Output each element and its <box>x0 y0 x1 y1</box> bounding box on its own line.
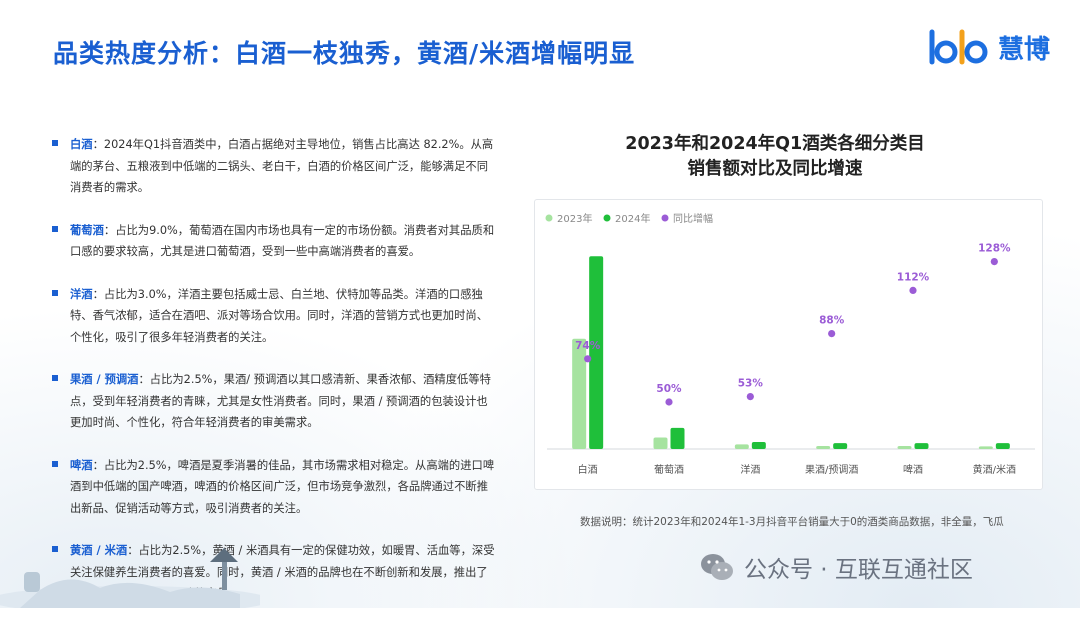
bullet-label: 啤酒 <box>70 458 93 472</box>
bullet-item: 果酒 / 预调酒：占比为2.5%，果酒/ 预调酒以其口感清新、果香浓郁、酒精度低… <box>52 369 498 434</box>
chart-title-line1: 2023年和2024年Q1酒类各细分类目 <box>625 134 925 154</box>
growth-label: 74% <box>575 340 601 352</box>
x-tick-label: 啤酒 <box>903 464 923 476</box>
growth-point <box>828 330 836 338</box>
legend-marker <box>545 214 553 222</box>
growth-point <box>665 398 673 406</box>
bar <box>995 443 1010 449</box>
bullet-item: 洋酒：占比为3.0%，洋酒主要包括威士忌、白兰地、伏特加等品类。洋酒的口感独特、… <box>52 284 498 349</box>
bar <box>751 441 766 449</box>
bar <box>589 256 604 449</box>
growth-point <box>909 286 917 294</box>
bullet-marker <box>52 460 58 467</box>
bar <box>816 445 831 449</box>
legend-marker <box>661 214 669 222</box>
legend-marker <box>603 214 611 222</box>
bullet-marker <box>52 225 58 232</box>
bar <box>734 444 749 449</box>
bullet-marker <box>52 289 58 296</box>
bullet-item: 白酒：2024年Q1抖音酒类中，白酒占据绝对主导地位，销售占比高达 82.2%。… <box>52 134 498 199</box>
bullet-marker <box>52 375 58 381</box>
x-tick-label: 白酒 <box>578 463 598 476</box>
chart-container: 2023年 2024年 同比增幅白酒 74% 葡萄酒 50% 洋酒 53% 果酒/预调酒 88% 啤… <box>534 199 1043 490</box>
growth-point <box>746 393 754 401</box>
bullet-label: 葡萄酒 <box>70 223 104 237</box>
wechat-text: 公众号 · 互联互通社区 <box>744 557 973 583</box>
growth-label: 50% <box>656 383 682 395</box>
page-title: 品类热度分析：白酒一枝独秀，黄酒/米酒增幅明显 <box>53 39 636 68</box>
legend-label: 2023年 <box>557 212 592 225</box>
bar <box>914 443 929 449</box>
logo-icon <box>929 29 988 65</box>
bullet-text: ：占比为3.0%，洋酒主要包括威士忌、白兰地、伏特加等品类。洋酒的口感独特、香气… <box>70 287 488 344</box>
chart-title: 2023年和2024年Q1酒类各细分类目 销售额对比及同比增速 <box>560 132 990 182</box>
bar <box>653 437 668 449</box>
growth-point <box>584 355 592 363</box>
bullet-label: 果酒 / 预调酒 <box>70 373 139 386</box>
growth-label: 128% <box>978 243 1011 255</box>
bullet-item: 葡萄酒：占比为9.0%，葡萄酒在国内市场也具有一定的市场份额。消费者对其品质和口… <box>52 220 498 263</box>
bullet-marker <box>52 546 58 552</box>
chart-title-line2: 销售额对比及同比增速 <box>687 159 863 179</box>
bullet-text: ：占比为2.5%，果酒/ 预调酒以其口感清新、果香浓郁、酒精度低等特点，受到年轻… <box>70 373 491 429</box>
wechat-watermark: 公众号 · 互联互通社区 <box>700 550 973 584</box>
bar <box>897 445 912 449</box>
pavilion-decoration <box>0 548 260 608</box>
x-tick-label: 黄酒/米酒 <box>973 463 1016 476</box>
bullet-marker <box>52 140 58 146</box>
x-tick-label: 洋酒 <box>740 463 760 476</box>
x-tick-label: 果酒/预调酒 <box>805 464 858 476</box>
legend-label: 同比增幅 <box>673 212 713 225</box>
bullet-label: 黄酒 / 米酒 <box>70 544 128 557</box>
footnote: 数据说明：统计2023年和2024年1-3月抖音平台销量大于0的酒类商品数据，非… <box>580 516 1004 528</box>
growth-label: 53% <box>738 378 764 390</box>
wechat-icon <box>701 554 733 580</box>
bullet-list: 白酒：2024年Q1抖音酒类中，白酒占据绝对主导地位，销售占比高达 82.2%。… <box>52 134 498 626</box>
bar <box>572 338 587 449</box>
bullet-text: ：占比为2.5%，啤酒是夏季消暑的佳品，其市场需求相对稳定。从高端的进口啤酒到中… <box>70 458 495 515</box>
legend-label: 2024年 <box>615 212 650 225</box>
bar <box>670 427 685 449</box>
growth-point <box>990 258 998 266</box>
bullet-label: 洋酒 <box>70 287 93 301</box>
growth-label: 88% <box>819 315 845 327</box>
bullet-text: ：2024年Q1抖音酒类中，白酒占据绝对主导地位，销售占比高达 82.2%。从高… <box>70 138 494 194</box>
bullet-text: ：占比为9.0%，葡萄酒在国内市场也具有一定的市场份额。消费者对其品质和口感的要… <box>70 223 495 259</box>
bar <box>833 443 848 449</box>
x-tick-label: 葡萄酒 <box>654 463 684 476</box>
logo-text: 慧博 <box>998 34 1051 65</box>
logo: 慧博 <box>928 28 1050 66</box>
bullet-label: 白酒 <box>70 138 93 151</box>
growth-label: 112% <box>897 271 930 283</box>
bullet-item: 啤酒：占比为2.5%，啤酒是夏季消暑的佳品，其市场需求相对稳定。从高端的进口啤酒… <box>52 455 498 520</box>
bar <box>978 446 993 449</box>
